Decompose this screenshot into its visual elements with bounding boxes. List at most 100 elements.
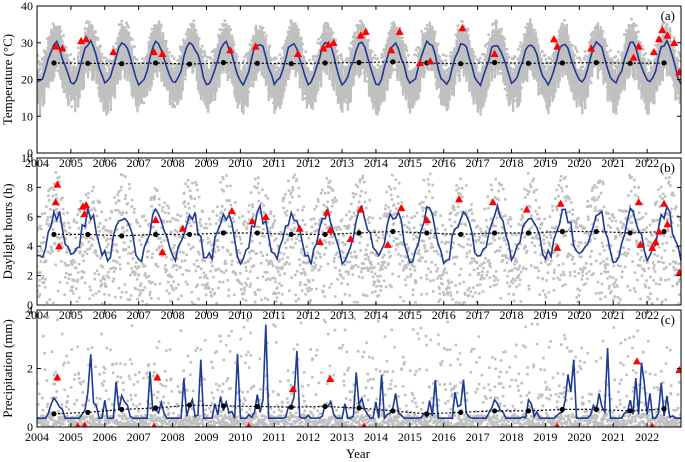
daily-band: [108, 69, 111, 102]
daily-point: [411, 264, 414, 267]
daily-band: [233, 52, 237, 98]
daily-point: [312, 261, 316, 265]
daily-point: [292, 229, 296, 232]
daily-point: [564, 234, 568, 237]
daily-point: [436, 42, 440, 46]
daily-point: [563, 283, 567, 287]
daily-band: [527, 24, 530, 70]
daily-point: [525, 251, 528, 254]
daily-point: [370, 270, 374, 274]
daily-point: [286, 238, 290, 241]
daily-point: [608, 284, 611, 288]
daily-point: [520, 218, 523, 221]
daily-point: [56, 211, 59, 215]
daily-point: [206, 282, 209, 285]
daily-point: [441, 224, 445, 227]
daily-point: [577, 216, 580, 220]
daily-point: [344, 101, 348, 104]
daily-point: [119, 173, 123, 176]
daily-point: [202, 271, 205, 275]
daily-point: [420, 239, 424, 242]
daily-point: [526, 189, 529, 192]
daily-band: [126, 31, 129, 82]
daily-point: [226, 248, 229, 252]
daily-point: [187, 206, 191, 210]
daily-point: [354, 183, 358, 187]
daily-point: [39, 271, 42, 274]
daily-point: [345, 224, 349, 228]
daily-point: [77, 208, 80, 211]
daily-point: [274, 280, 277, 284]
daily-point: [567, 228, 571, 232]
daily-point: [241, 214, 244, 218]
daily-point: [568, 197, 571, 201]
daily-point: [672, 36, 676, 40]
daily-point: [532, 177, 535, 181]
daily-point: [384, 285, 388, 289]
daily-point: [628, 289, 632, 292]
daily-band: [547, 65, 550, 115]
daily-point: [366, 218, 370, 221]
daily-point: [457, 192, 460, 195]
daily-band: [531, 29, 535, 77]
daily-point: [194, 269, 198, 273]
daily-point: [141, 288, 145, 292]
daily-point: [123, 26, 127, 29]
daily-point: [249, 256, 252, 260]
extreme-marker: [549, 35, 558, 43]
daily-point: [126, 298, 130, 301]
daily-point: [359, 270, 363, 274]
daily-point: [56, 176, 59, 180]
daily-point: [588, 255, 592, 259]
x-tick-label: 2010: [228, 156, 252, 170]
daily-point: [434, 263, 437, 267]
daily-point: [50, 186, 53, 190]
daily-point: [552, 271, 556, 274]
daily-point: [73, 260, 77, 264]
daily-point: [507, 269, 511, 273]
daily-point: [186, 179, 190, 182]
daily-band: [154, 24, 158, 68]
daily-point: [37, 54, 40, 57]
daily-point: [183, 200, 187, 203]
daily-band: [541, 65, 544, 96]
daily-point: [126, 202, 129, 205]
x-tick-label: 2006: [93, 156, 117, 170]
daily-point: [296, 208, 300, 212]
daily-point: [419, 256, 422, 260]
daily-point: [634, 218, 638, 222]
daily-point: [287, 189, 291, 192]
daily-point: [360, 189, 363, 193]
daily-point: [363, 293, 366, 297]
daily-point: [369, 260, 373, 264]
daily-point: [549, 57, 553, 61]
daily-point: [178, 235, 182, 238]
daily-band: [146, 53, 149, 95]
daily-point: [219, 34, 222, 38]
daily-band: [221, 31, 224, 71]
daily-point: [257, 191, 261, 195]
daily-point: [271, 94, 275, 97]
daily-point: [408, 227, 411, 231]
daily-point: [222, 218, 226, 221]
daily-point: [41, 58, 44, 61]
daily-point: [619, 264, 622, 268]
daily-band: [427, 28, 430, 69]
daily-point: [309, 232, 313, 235]
daily-point: [471, 218, 474, 222]
daily-point: [270, 262, 274, 265]
daily-point: [232, 240, 235, 244]
daily-point: [199, 218, 202, 221]
daily-point: [420, 30, 424, 33]
daily-band: [442, 72, 446, 107]
daily-point: [504, 53, 508, 57]
daily-point: [626, 285, 629, 288]
daily-point: [554, 197, 557, 201]
daily-point: [70, 286, 73, 289]
daily-point: [354, 214, 357, 217]
daily-point: [272, 221, 275, 225]
daily-point: [553, 227, 557, 230]
daily-point: [401, 259, 404, 263]
daily-band: [189, 28, 193, 66]
daily-point: [129, 273, 132, 277]
